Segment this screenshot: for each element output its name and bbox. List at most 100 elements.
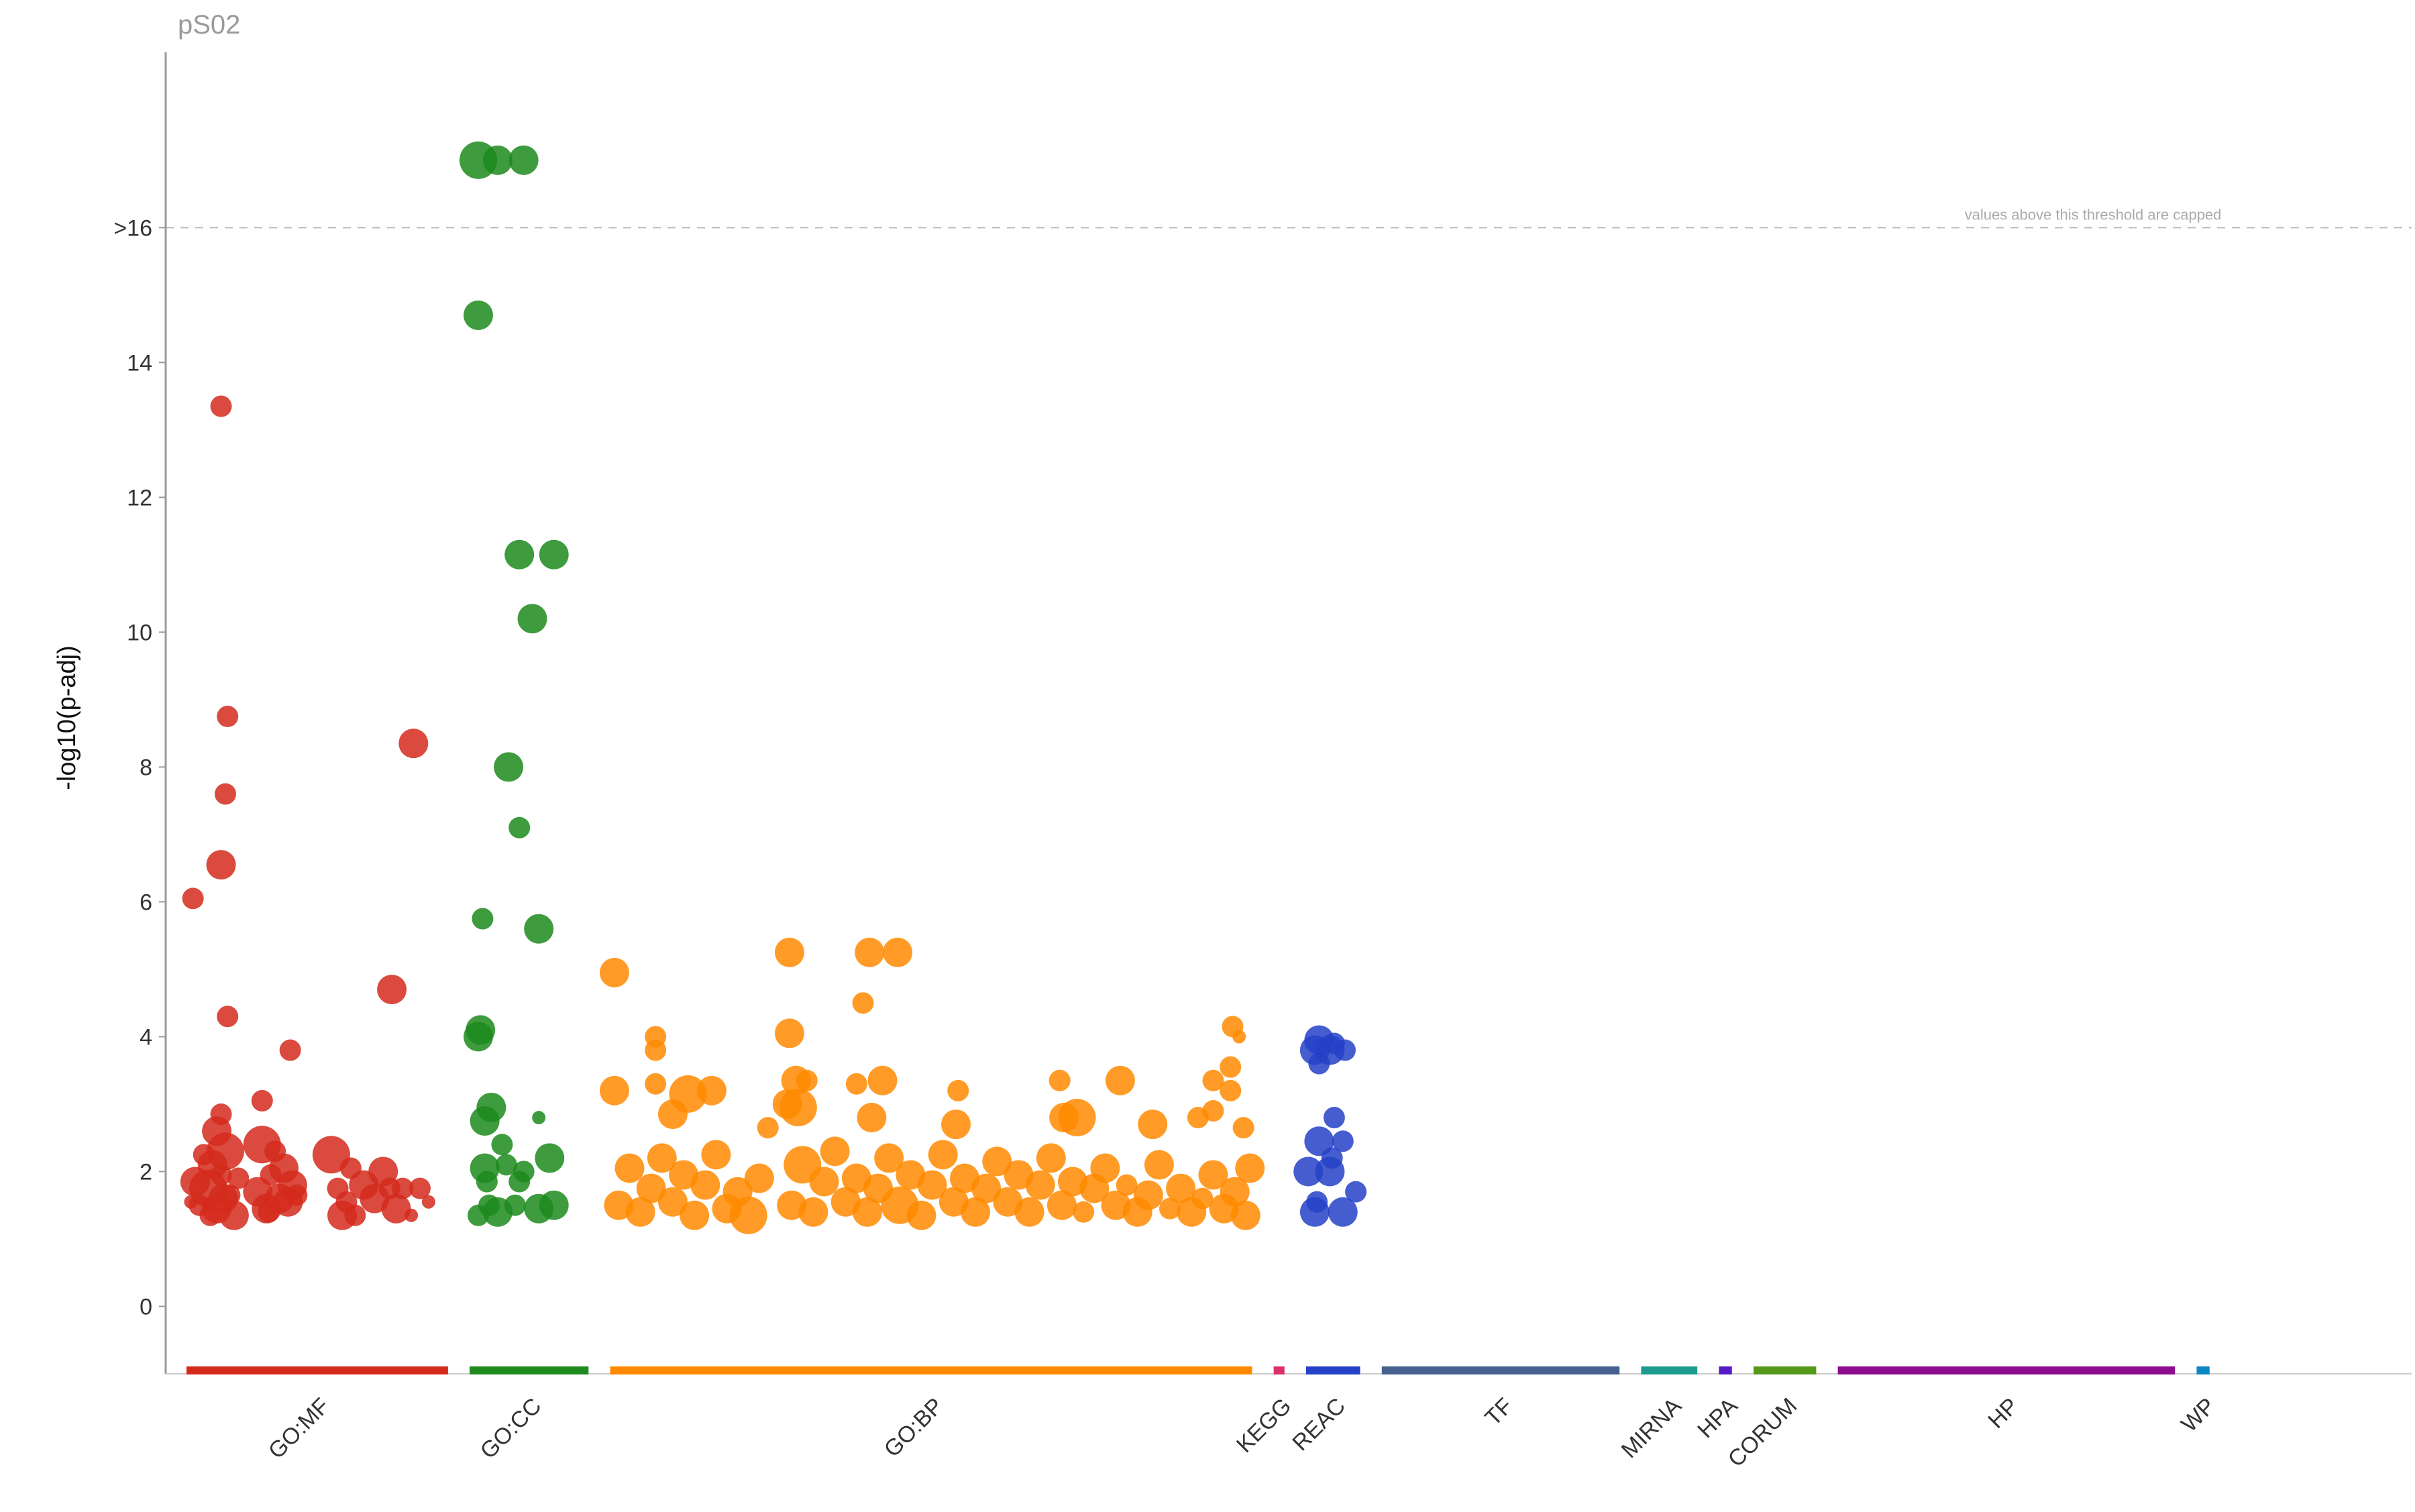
data-point[interactable] <box>1230 1200 1260 1230</box>
data-point[interactable] <box>1299 1197 1330 1227</box>
data-point[interactable] <box>463 1022 493 1052</box>
data-point[interactable] <box>1025 1170 1055 1200</box>
data-point[interactable] <box>1058 1099 1096 1137</box>
data-point[interactable] <box>690 1170 720 1200</box>
data-point[interactable] <box>774 1018 804 1048</box>
data-point[interactable] <box>798 1197 828 1227</box>
data-point[interactable] <box>774 937 804 967</box>
data-point[interactable] <box>279 1039 301 1061</box>
data-point[interactable] <box>867 1065 898 1095</box>
data-point[interactable] <box>491 1134 513 1156</box>
data-point[interactable] <box>744 1163 774 1193</box>
data-point[interactable] <box>472 908 494 930</box>
data-point[interactable] <box>1191 1187 1214 1209</box>
data-point[interactable] <box>757 1117 779 1139</box>
data-point[interactable] <box>961 1197 991 1227</box>
data-point[interactable] <box>476 1171 498 1193</box>
data-point[interactable] <box>1232 1117 1254 1139</box>
data-point[interactable] <box>1328 1197 1358 1227</box>
data-point[interactable] <box>392 1177 414 1199</box>
data-point[interactable] <box>251 1089 273 1112</box>
data-point[interactable] <box>539 539 569 570</box>
data-point[interactable] <box>1345 1181 1367 1203</box>
data-point[interactable] <box>1315 1156 1345 1187</box>
data-point[interactable] <box>1202 1069 1224 1091</box>
data-point[interactable] <box>405 1208 419 1222</box>
data-point[interactable] <box>680 1200 710 1230</box>
data-point[interactable] <box>820 1136 850 1167</box>
data-point[interactable] <box>1235 1153 1265 1183</box>
data-point[interactable] <box>1332 1130 1354 1152</box>
data-point[interactable] <box>614 1153 645 1183</box>
data-point[interactable] <box>1036 1143 1066 1173</box>
data-point[interactable] <box>1323 1107 1345 1129</box>
data-point[interactable] <box>1304 1126 1334 1156</box>
data-point[interactable] <box>599 957 629 987</box>
data-point[interactable] <box>1166 1173 1196 1203</box>
data-point[interactable] <box>1198 1160 1228 1190</box>
data-point[interactable] <box>696 1075 727 1105</box>
data-point[interactable] <box>312 1136 350 1174</box>
data-point[interactable] <box>645 1039 667 1061</box>
data-point[interactable] <box>504 1194 526 1216</box>
data-point[interactable] <box>852 992 874 1014</box>
data-point[interactable] <box>513 1160 535 1183</box>
data-point[interactable] <box>1222 1016 1244 1038</box>
data-point[interactable] <box>206 1132 244 1171</box>
data-point[interactable] <box>524 1193 554 1224</box>
data-point[interactable] <box>1293 1156 1324 1187</box>
data-point[interactable] <box>1073 1201 1095 1223</box>
data-point[interactable] <box>463 300 493 330</box>
data-point[interactable] <box>206 850 236 880</box>
data-point[interactable] <box>344 1204 366 1226</box>
data-point[interactable] <box>182 887 204 910</box>
data-point[interactable] <box>470 1106 500 1136</box>
data-point[interactable] <box>227 1167 250 1189</box>
data-point[interactable] <box>779 1088 817 1126</box>
data-point[interactable] <box>210 395 232 417</box>
data-point[interactable] <box>1220 1056 1242 1078</box>
data-point[interactable] <box>1144 1150 1174 1180</box>
data-point[interactable] <box>636 1173 666 1203</box>
data-point[interactable] <box>508 816 531 839</box>
data-point[interactable] <box>535 1143 565 1173</box>
data-point[interactable] <box>508 145 539 175</box>
data-point[interactable] <box>258 1201 280 1223</box>
data-point[interactable] <box>409 1177 431 1199</box>
data-point[interactable] <box>1187 1107 1209 1129</box>
data-point[interactable] <box>625 1197 655 1227</box>
data-point[interactable] <box>1046 1190 1077 1220</box>
data-point[interactable] <box>1220 1177 1250 1207</box>
data-point[interactable] <box>645 1073 667 1095</box>
data-point[interactable] <box>657 1187 688 1217</box>
data-point[interactable] <box>874 1143 904 1173</box>
data-point[interactable] <box>217 706 239 728</box>
data-point[interactable] <box>524 914 554 944</box>
data-point[interactable] <box>421 1195 435 1209</box>
data-point[interactable] <box>796 1069 818 1091</box>
data-point[interactable] <box>982 1146 1012 1177</box>
data-point[interactable] <box>208 1183 238 1213</box>
data-point[interactable] <box>1049 1069 1071 1091</box>
data-point[interactable] <box>494 752 524 782</box>
data-point[interactable] <box>377 975 407 1005</box>
data-point[interactable] <box>729 1196 767 1234</box>
data-point[interactable] <box>855 937 885 967</box>
data-point[interactable] <box>1138 1110 1168 1140</box>
data-point[interactable] <box>381 1193 411 1224</box>
data-point[interactable] <box>599 1075 629 1105</box>
data-point[interactable] <box>669 1075 707 1113</box>
data-point[interactable] <box>1220 1079 1242 1101</box>
data-point[interactable] <box>647 1143 677 1173</box>
data-point[interactable] <box>504 539 535 570</box>
data-point[interactable] <box>1090 1153 1120 1183</box>
data-point[interactable] <box>398 728 429 759</box>
data-point[interactable] <box>947 1079 969 1101</box>
data-point[interactable] <box>1159 1197 1181 1220</box>
data-point[interactable] <box>214 783 236 805</box>
data-point[interactable] <box>852 1197 882 1227</box>
data-point[interactable] <box>495 1154 517 1176</box>
data-point[interactable] <box>928 1140 958 1170</box>
data-point[interactable] <box>917 1170 947 1200</box>
data-point[interactable] <box>1308 1052 1330 1075</box>
